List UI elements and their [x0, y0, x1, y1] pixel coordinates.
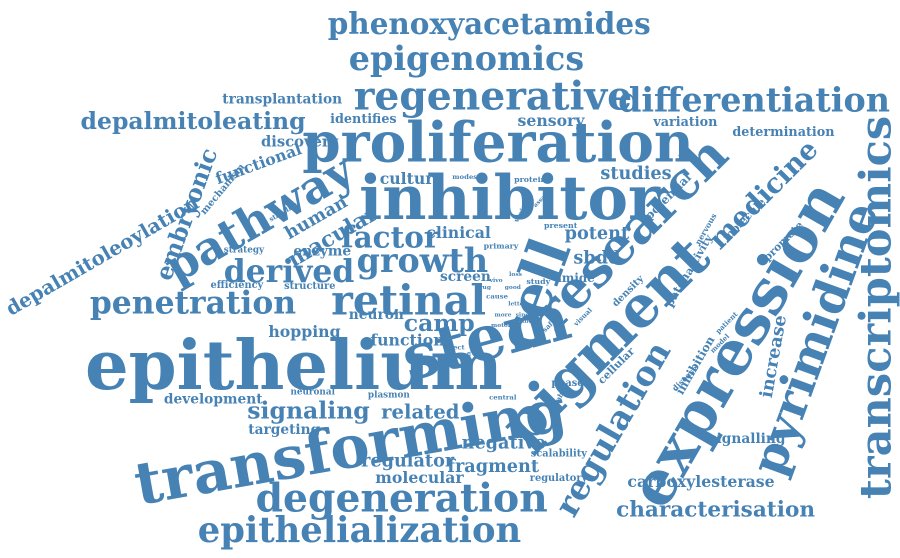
- word-penetration: penetration: [89, 283, 297, 322]
- word-potent: potent: [564, 223, 630, 244]
- word-drug: drug: [475, 283, 491, 291]
- word-cause: cause: [486, 291, 509, 301]
- word-central: central: [489, 392, 517, 402]
- word-motor: motor: [491, 322, 511, 330]
- word-variation: variation: [653, 114, 718, 130]
- word-phenoxyacetamides: phenoxyacetamides: [327, 7, 651, 42]
- word-modest: modest: [452, 171, 481, 181]
- word-plasmon: plasmon: [367, 390, 410, 401]
- word-neuronal: neuronal: [290, 387, 335, 398]
- word-sbdd: sbdd: [573, 247, 621, 269]
- word-derived: derived: [223, 252, 355, 290]
- word-hopping: hopping: [268, 322, 341, 341]
- word-function: function: [370, 330, 445, 350]
- word-epithelium: epithelium: [84, 324, 503, 406]
- word-effect: effect: [442, 342, 465, 352]
- word-letter: letter: [508, 300, 527, 308]
- word-fragment: fragment: [447, 456, 539, 478]
- word-retinal: retinal: [331, 276, 487, 325]
- word-primary: primary: [483, 240, 519, 251]
- word-epithelialization: epithelialization: [197, 509, 522, 551]
- word-clinical: clinical: [426, 223, 491, 242]
- word-identifies: identifies: [330, 111, 397, 127]
- word-characterisation: characterisation: [616, 496, 816, 523]
- word-present: present: [544, 220, 578, 230]
- word-differentiation: differentiation: [618, 80, 890, 121]
- word-culture: culture: [379, 169, 444, 188]
- word-transplantation: transplantation: [222, 91, 343, 108]
- word-protein: protein: [514, 174, 547, 184]
- word-depalmitoleating: depalmitoleating: [80, 106, 306, 135]
- word-targeting: targeting: [248, 422, 321, 438]
- word-camp: camp: [403, 308, 475, 337]
- word-growth: growth: [356, 241, 489, 281]
- word-signalling: signalling: [708, 431, 786, 447]
- word-factor: factor: [340, 221, 440, 256]
- word-good: good: [504, 283, 521, 291]
- word-discovery: discovery: [261, 132, 339, 151]
- word-tool: tool: [521, 318, 535, 326]
- word-structure: structure: [284, 280, 336, 292]
- word-efficiency: efficiency: [210, 279, 264, 291]
- word-inhibitor: inhibitor: [359, 162, 661, 234]
- word-degeneration: degeneration: [255, 475, 548, 522]
- word-cloud-inner: phenoxyacetamides epigenomics regenerative…: [1, 7, 900, 557]
- word-strategy: strategy: [223, 245, 265, 255]
- word-determination: determination: [732, 124, 835, 140]
- word-negative: negative: [461, 433, 546, 454]
- word-screen: screen: [440, 269, 491, 285]
- word-study: study: [526, 276, 551, 286]
- word-single: single: [515, 311, 536, 319]
- word-phase: phase: [551, 378, 584, 389]
- word-scalability: scalability: [530, 448, 587, 460]
- word-carboxylesterase: carboxylesterase: [627, 472, 775, 491]
- word-vivo: vivo: [489, 277, 503, 284]
- word-signaling: signaling: [247, 395, 370, 425]
- word-development: development: [163, 391, 263, 408]
- word-sensory: sensory: [517, 111, 585, 130]
- word-proliferation: proliferation: [302, 110, 694, 176]
- word-regenerative: regenerative: [353, 73, 633, 120]
- word-molecular: molecular: [375, 468, 464, 487]
- word-neuron: neuron: [348, 307, 404, 324]
- word-regulator: regulator: [361, 450, 455, 472]
- word-loss: loss: [509, 271, 522, 279]
- word-amide: amide: [554, 271, 595, 285]
- word-regulatory: regulatory: [529, 473, 588, 485]
- word-transcriptomics: transcriptomics: [850, 115, 900, 500]
- word-studies: studies: [600, 163, 672, 184]
- word-system: system: [463, 351, 472, 378]
- word-related: related: [381, 399, 460, 424]
- word-more: more: [494, 311, 512, 319]
- word-epigenomics: epigenomics: [348, 39, 585, 79]
- word-enzyme: enzyme: [293, 243, 352, 260]
